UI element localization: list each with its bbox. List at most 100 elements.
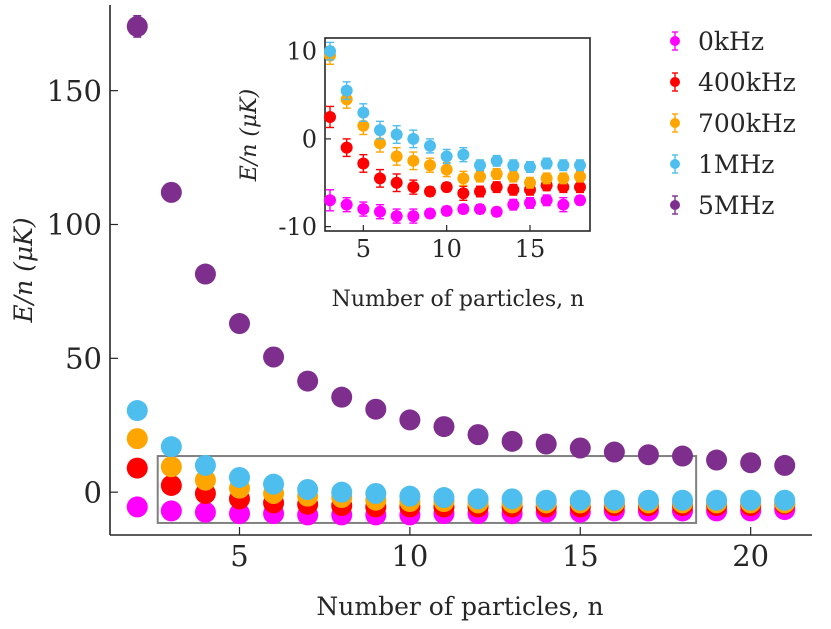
inset-data-point <box>507 183 520 196</box>
main-y-axis-label: E/n (μK) <box>9 217 38 323</box>
inset-data-point <box>540 157 553 170</box>
inset-data-point <box>374 137 386 150</box>
main-x-tick-label: 20 <box>732 539 769 573</box>
main-data-point <box>126 496 148 518</box>
main-data-point <box>774 489 796 511</box>
inset-data-point <box>407 181 420 194</box>
main-data-point <box>603 489 625 511</box>
main-data-point <box>569 437 591 459</box>
inset-y-axis-label: E/n (μK) <box>237 89 262 183</box>
inset-data-point <box>540 194 553 207</box>
zoom-region-box <box>156 455 698 524</box>
main-data-point <box>740 452 762 474</box>
main-data-point <box>228 503 250 525</box>
inset-data-point <box>390 128 403 141</box>
main-data-point <box>467 488 489 510</box>
inset-data-point <box>340 198 353 211</box>
inset-data-point <box>390 176 403 189</box>
inset-data-point <box>474 170 486 183</box>
main-data-point <box>160 474 182 496</box>
main-data-point <box>331 386 353 408</box>
legend-marker <box>670 200 680 210</box>
main-data-point <box>365 398 387 420</box>
inset-data-point <box>440 150 453 163</box>
main-data-point <box>535 433 557 455</box>
inset-data-point <box>490 167 503 180</box>
inset-data-point <box>457 148 470 161</box>
main-data-point <box>126 457 148 479</box>
main-data-point <box>194 469 216 491</box>
inset-data-point <box>407 210 420 223</box>
inset-series-700kHz <box>324 46 586 189</box>
inset-plot: 5 10 15 -10 0 10 Number of particles, n E/n (… <box>237 37 591 312</box>
legend: 0kHz 400kHz 700kHz 1MHz 5MHz <box>670 27 796 220</box>
main-data-point <box>569 489 591 511</box>
legend-item: 0kHz <box>670 27 764 56</box>
main-y-tick-label: 0 <box>84 475 102 509</box>
inset-data-point <box>490 181 503 194</box>
main-series-5MHz <box>126 15 796 476</box>
inset-data-point <box>390 150 403 163</box>
inset-data-point <box>407 154 420 167</box>
main-data-point <box>194 501 216 523</box>
inset-data-point <box>490 154 503 167</box>
main-series-400kHz <box>126 457 796 518</box>
inset-data-point <box>374 172 386 185</box>
main-x-tick-label: 5 <box>230 539 248 573</box>
inset-data-point <box>407 132 420 145</box>
main-data-point <box>263 346 285 368</box>
inset-data-point <box>390 210 403 223</box>
main-data-point <box>706 489 728 511</box>
main-data-point <box>160 500 182 522</box>
inset-data-point <box>424 139 436 152</box>
main-data-point <box>399 485 421 507</box>
inset-data-point <box>357 119 370 132</box>
inset-data-point <box>574 159 586 172</box>
main-data-point <box>603 441 625 463</box>
main-data-point <box>740 489 762 511</box>
inset-data-point <box>557 198 570 211</box>
inset-data-point <box>457 172 470 185</box>
inset-data-point <box>574 181 586 194</box>
main-data-point <box>672 489 694 511</box>
inset-x-tick-label: 10 <box>431 235 462 263</box>
inset-data-point <box>474 159 486 172</box>
main-data-point <box>228 466 250 488</box>
main-data-point <box>637 444 659 466</box>
inset-data-point <box>374 205 386 218</box>
main-plot-area <box>126 15 796 526</box>
inset-data-point <box>557 172 570 185</box>
inset-data-point <box>424 185 436 198</box>
inset-x-tick-label: 5 <box>356 235 371 263</box>
main-data-point <box>160 436 182 458</box>
inset-data-point <box>340 84 353 97</box>
inset-x-tick-label: 15 <box>515 235 546 263</box>
inset-data-point <box>374 124 386 137</box>
inset-data-point <box>507 159 520 172</box>
main-data-point <box>228 313 250 335</box>
inset-y-tick-label: -10 <box>278 213 317 241</box>
inset-data-point <box>490 205 503 218</box>
main-x-tick-label: 10 <box>391 539 428 573</box>
inset-data-point <box>324 194 336 207</box>
inset-y-tick-label: 0 <box>302 125 317 153</box>
main-data-point <box>126 400 148 422</box>
main-data-point <box>637 489 659 511</box>
main-data-point <box>365 483 387 505</box>
legend-label: 400kHz <box>698 68 796 97</box>
legend-item: 400kHz <box>670 68 796 97</box>
legend-item: 700kHz <box>670 109 796 138</box>
main-data-point <box>433 416 455 438</box>
inset-data-point <box>440 163 453 176</box>
inset-data-point <box>440 204 453 217</box>
legend-label: 5MHz <box>698 191 774 220</box>
main-x-axis-label: Number of particles, n <box>316 592 603 621</box>
inset-data-point <box>524 196 536 209</box>
main-data-point <box>297 370 319 392</box>
legend-item: 5MHz <box>670 191 774 220</box>
legend-marker <box>670 159 680 169</box>
main-data-point <box>774 454 796 476</box>
inset-data-point <box>357 157 370 170</box>
main-data-point <box>160 181 182 203</box>
